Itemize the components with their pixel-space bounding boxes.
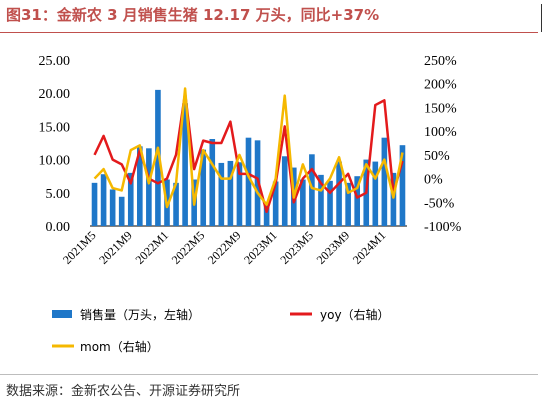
x-axis-ticks: 2021M52021M92022M12022M52022M92023M12023… <box>60 228 388 267</box>
right-axis-ticks: -100% -50% 0% 50% 100% 150% 200% 250% <box>424 54 462 235</box>
sales-bar <box>345 182 351 226</box>
sales-bar <box>390 172 397 226</box>
sales-bar <box>227 160 234 226</box>
sales-bar <box>127 172 134 226</box>
sales-bar <box>236 162 243 226</box>
legend-label-sales: 销售量（万头，左轴） <box>80 307 200 322</box>
chart-legend: 销售量（万头，左轴） yoy（右轴） mom（右轴） <box>52 307 390 354</box>
sales-bar <box>327 180 333 226</box>
chart-title: 图31：金新农 3 月销售生猪 12.17 万头，同比+37% <box>6 6 380 24</box>
title-divider <box>0 32 538 33</box>
sales-chart: 0.00 5.00 10.00 15.00 20.00 25.00 -100% -50% 0%… <box>39 54 462 354</box>
x-axis-tick-label: 2022M9 <box>205 228 244 267</box>
sales-bar <box>399 145 406 226</box>
sales-bar <box>354 176 360 226</box>
sales-bar <box>173 182 179 226</box>
sales-bar <box>209 139 216 226</box>
sales-bar <box>100 174 107 226</box>
sales-bar <box>336 161 342 226</box>
sales-bar <box>137 146 143 226</box>
sales-bar <box>272 181 279 226</box>
left-axis-tick-label: 15.00 <box>39 120 71 135</box>
sales-bar <box>245 137 252 226</box>
left-axis-tick-label: 20.00 <box>39 87 71 102</box>
legend-swatch-sales <box>52 310 72 318</box>
x-axis-tick-label: 2021M9 <box>96 228 135 267</box>
left-axis-tick-label: 25.00 <box>39 54 71 69</box>
source-note: 数据来源：金新农公告、开源证券研究所 <box>6 384 241 399</box>
x-axis-tick-label: 2022M1 <box>132 228 171 267</box>
adjacent-panel-edge <box>541 4 551 32</box>
mom-line <box>93 87 404 209</box>
right-axis-tick-label: -100% <box>424 220 462 235</box>
right-axis-tick-label: 200% <box>424 78 457 93</box>
sales-bar <box>155 89 161 226</box>
ratio-lines <box>93 87 404 214</box>
sales-bar <box>300 179 306 226</box>
sales-bar <box>91 182 98 226</box>
sales-bar <box>318 174 324 226</box>
sales-bar <box>182 103 188 226</box>
right-axis-tick-label: 0% <box>424 173 443 188</box>
sales-bar <box>109 189 116 226</box>
right-axis-tick-label: 100% <box>424 125 457 140</box>
x-axis-tick-label: 2023M5 <box>277 228 316 267</box>
sales-bar <box>200 149 207 226</box>
x-axis-tick-label: 2022M5 <box>169 228 208 267</box>
right-axis-tick-label: 250% <box>424 54 457 69</box>
sales-bar <box>281 156 288 226</box>
x-axis-tick-label: 2023M1 <box>241 228 280 267</box>
left-axis-tick-label: 0.00 <box>46 220 71 235</box>
x-axis-tick-label: 2024M1 <box>350 228 389 267</box>
sales-bar <box>381 137 388 226</box>
legend-label-mom: mom（右轴） <box>80 339 159 354</box>
left-axis-tick-label: 10.00 <box>39 154 71 169</box>
right-axis-tick-label: -50% <box>424 196 455 211</box>
sales-bar <box>218 162 225 226</box>
sales-bar <box>118 196 125 226</box>
right-axis-tick-label: 150% <box>424 101 457 116</box>
sales-bar <box>372 161 379 226</box>
left-axis-ticks: 0.00 5.00 10.00 15.00 20.00 25.00 <box>39 54 71 235</box>
legend-label-yoy: yoy（右轴） <box>320 307 390 322</box>
sales-bar <box>146 148 152 226</box>
sales-bar <box>263 202 270 226</box>
x-axis-tick-label: 2023M9 <box>314 228 353 267</box>
sales-bar <box>309 154 315 226</box>
right-axis-tick-label: 50% <box>424 149 450 164</box>
footer-divider <box>0 374 538 375</box>
left-axis-tick-label: 5.00 <box>46 187 71 202</box>
